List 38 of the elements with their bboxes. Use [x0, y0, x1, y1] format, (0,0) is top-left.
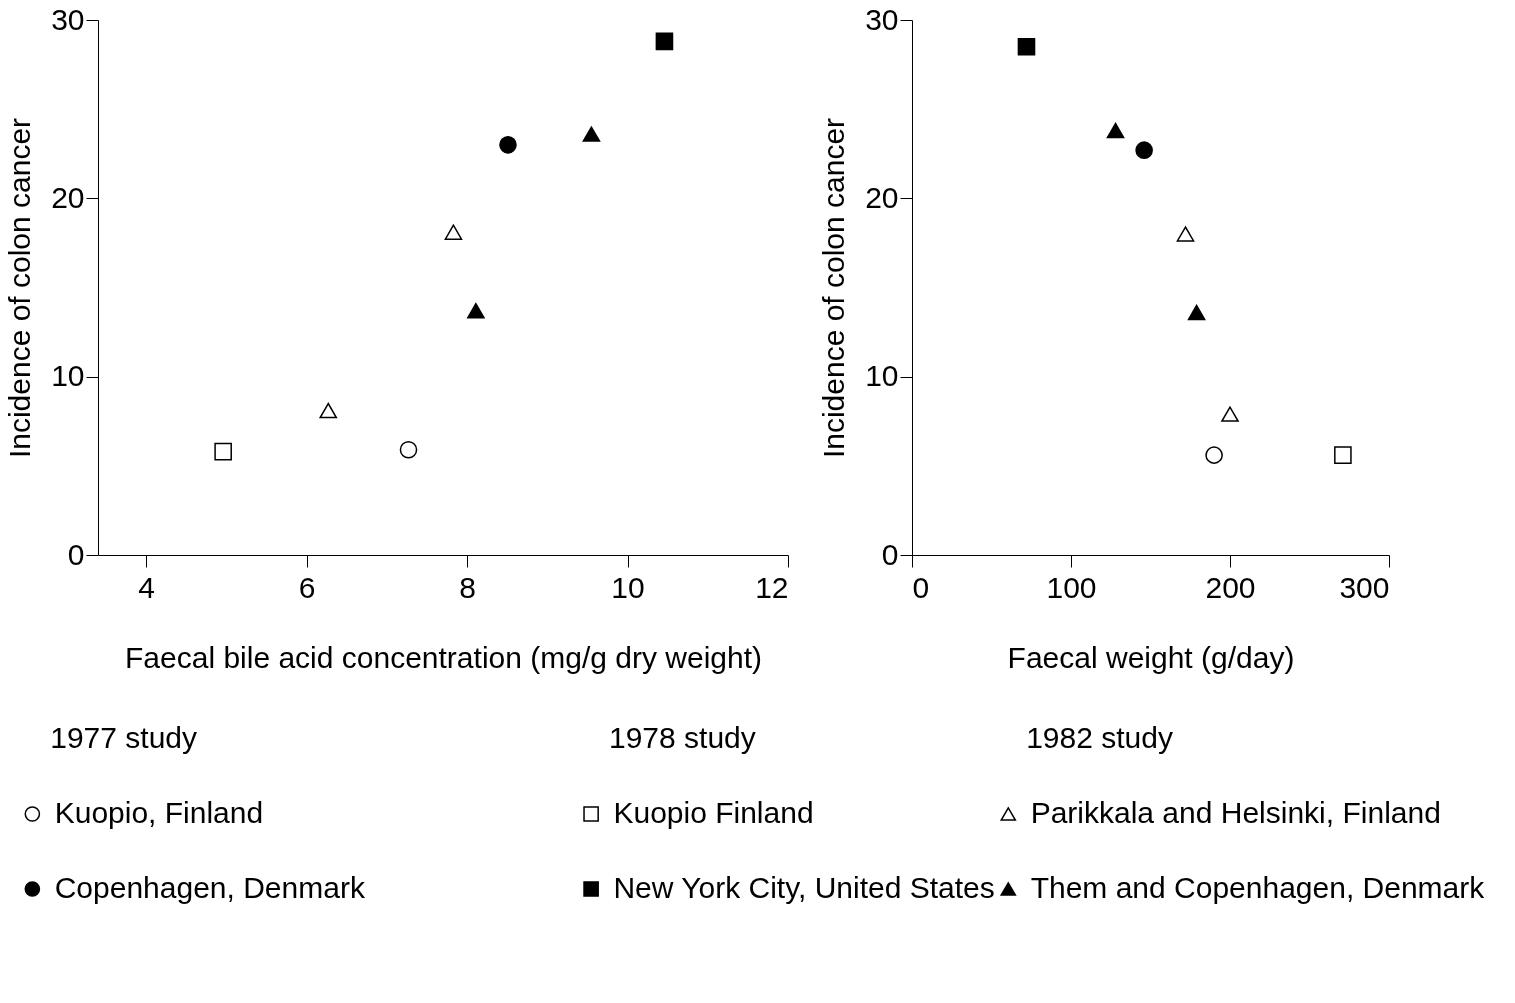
- text: 1977 study: [50, 721, 198, 754]
- x-tick-label: 100: [1046, 570, 1097, 604]
- y-axis-title: Incidence of colon cancer: [817, 117, 851, 459]
- point: [319, 402, 338, 419]
- legend-label: Parikkala and Helsinki, Finland: [1030, 796, 1441, 829]
- x-axis-title: Faecal bile acid concentration (mg/g dry weight): [125, 640, 762, 674]
- text: 1978 study: [608, 721, 756, 754]
- legend-label: Them and Copenhagen, Denmark: [1030, 871, 1486, 904]
- point: [444, 224, 463, 240]
- x-tick-label: 4: [138, 570, 155, 604]
- x-axis-title: Faecal weight (g/day): [1007, 640, 1295, 674]
- x-tick-label: 6: [298, 570, 316, 604]
- text: 1982 study: [1026, 721, 1173, 754]
- point: [399, 440, 418, 459]
- point: [499, 136, 517, 154]
- y-tick-label: 30: [865, 2, 899, 36]
- x-tick-label: 10: [611, 570, 645, 604]
- point: [467, 302, 485, 319]
- legend-label: Kuopio Finland: [613, 796, 814, 829]
- y-axis-title: Incidence of colon cancer: [3, 117, 37, 459]
- legend-label: Kuopio, Finland: [54, 796, 264, 829]
- y-tick-label: 20: [51, 180, 85, 214]
- point: [582, 126, 601, 142]
- point: [655, 32, 674, 51]
- legend-label: Copenhagen, Denmark: [54, 871, 366, 904]
- y-tick-label: 0: [67, 537, 85, 571]
- y-tick-label: 10: [51, 359, 85, 393]
- y-tick-label: 30: [51, 2, 85, 36]
- legend-label: New York City, United States: [613, 871, 995, 904]
- y-tick-label: 10: [865, 359, 899, 393]
- x-tick-label: 0: [912, 570, 930, 604]
- x-tick-label: 300: [1339, 570, 1390, 604]
- y-tick-label: 20: [865, 180, 899, 214]
- x-tick-label: 200: [1205, 570, 1256, 604]
- y-tick-label: 0: [881, 537, 899, 571]
- point: [214, 442, 232, 461]
- x-tick-label: 8: [459, 570, 476, 604]
- x-tick-label: 12: [755, 570, 789, 604]
